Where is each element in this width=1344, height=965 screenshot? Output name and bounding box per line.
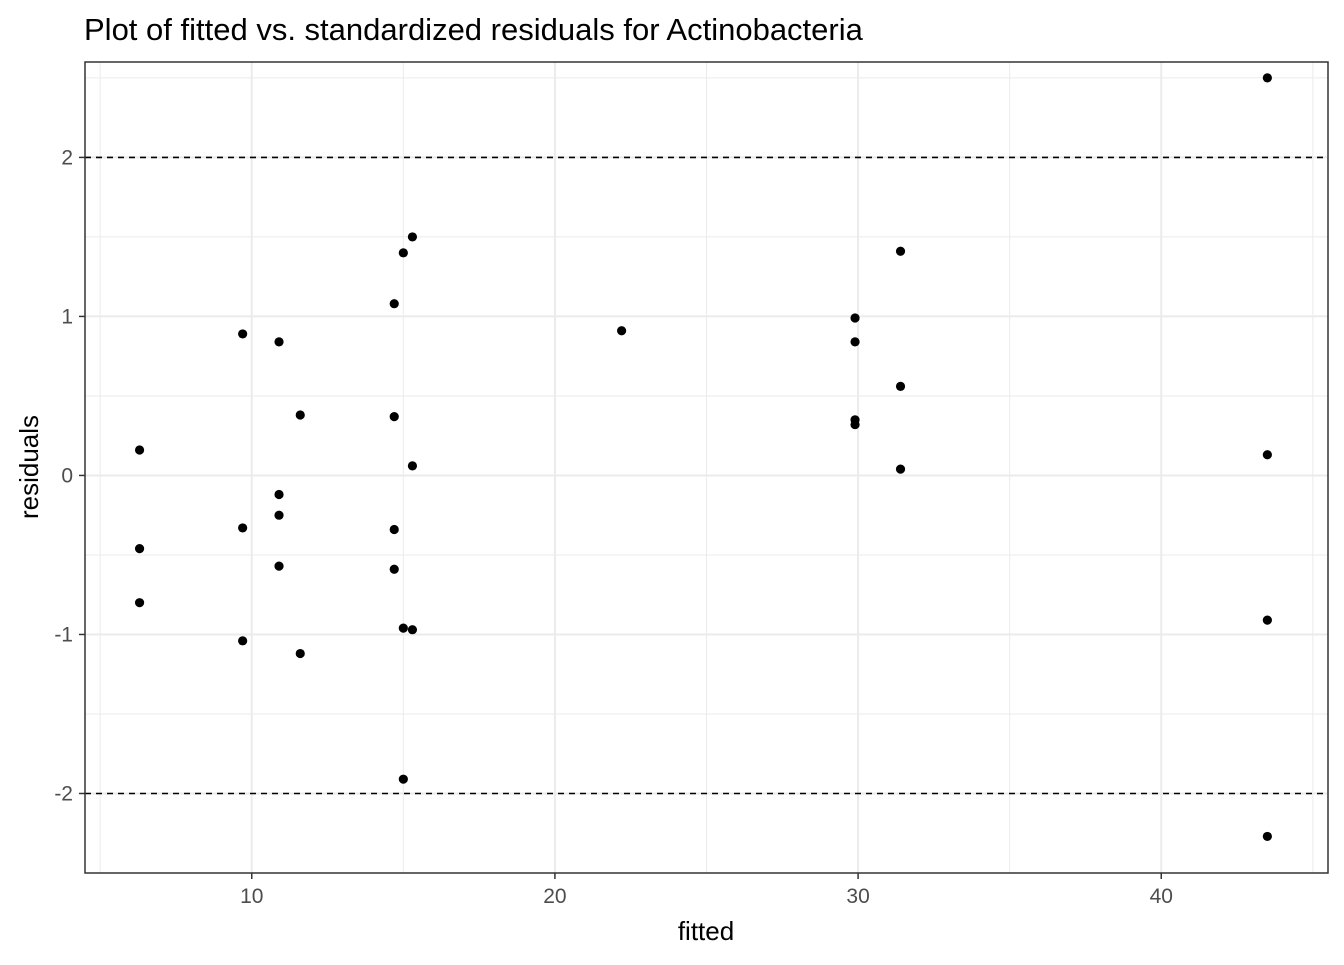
x-tick-label: 20 — [543, 885, 566, 908]
plot-panel-border — [84, 61, 1329, 874]
data-point — [398, 774, 408, 784]
data-point — [398, 248, 408, 258]
data-point — [274, 561, 284, 571]
y-tick-label: -2 — [54, 782, 73, 805]
x-tick-label: 30 — [846, 885, 869, 908]
data-point — [407, 461, 418, 471]
data-point — [850, 419, 860, 430]
data-point — [1262, 831, 1272, 842]
data-point — [389, 299, 399, 309]
data-point — [407, 625, 418, 635]
data-point — [895, 246, 906, 256]
y-tick-label: 1 — [61, 305, 73, 328]
data-point — [1262, 615, 1272, 625]
data-point — [895, 381, 906, 391]
data-point — [134, 445, 145, 455]
y-tick-label: 2 — [61, 146, 73, 169]
data-point — [850, 337, 860, 347]
data-points — [134, 73, 1272, 842]
x-tick-label: 10 — [240, 885, 263, 908]
x-tick-label: 40 — [1150, 885, 1173, 908]
x-axis-label: fitted — [678, 916, 734, 946]
data-point — [407, 232, 418, 242]
data-point — [389, 524, 399, 535]
data-point — [238, 523, 248, 533]
y-axis-label: residuals — [14, 415, 44, 519]
data-point — [389, 564, 399, 574]
data-point — [238, 636, 248, 646]
x-axis: 10 20 30 40 — [240, 873, 1173, 908]
data-point — [398, 623, 408, 633]
data-point — [134, 598, 145, 608]
data-point — [274, 489, 284, 500]
data-point — [617, 326, 627, 336]
data-point — [1262, 73, 1272, 83]
y-tick-label: -1 — [54, 623, 73, 646]
data-point — [274, 337, 284, 347]
reference-lines — [85, 156, 1328, 795]
chart-title: Plot of fitted vs. standardized residual… — [84, 12, 864, 47]
data-point — [895, 464, 906, 474]
data-point — [1262, 450, 1272, 460]
data-point — [134, 544, 145, 554]
data-point — [295, 648, 305, 659]
data-point — [389, 412, 399, 422]
y-axis: -2 -1 0 1 2 — [54, 146, 85, 805]
data-point — [238, 329, 248, 339]
data-point — [274, 510, 284, 520]
y-tick-label: 0 — [61, 464, 73, 487]
data-point — [850, 313, 860, 323]
data-point — [295, 410, 305, 420]
grid-lines — [85, 62, 1328, 874]
